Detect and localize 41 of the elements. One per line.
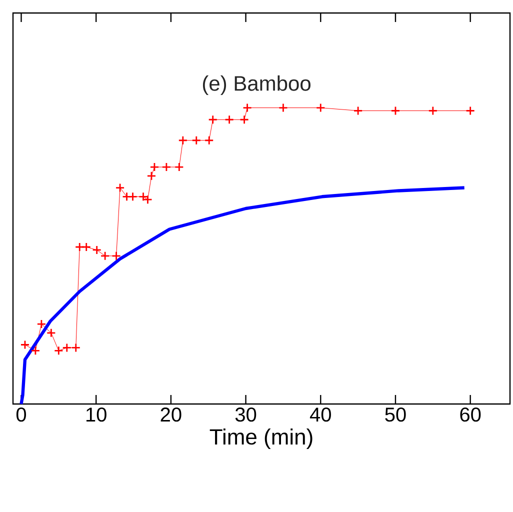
point xyxy=(20,340,30,350)
x-tick-label: 40 xyxy=(310,408,331,422)
point xyxy=(208,114,218,124)
point xyxy=(242,103,252,112)
point xyxy=(74,242,84,252)
point xyxy=(36,319,46,329)
point xyxy=(466,106,476,116)
point xyxy=(62,343,72,352)
point xyxy=(174,162,184,172)
x-tick-label: 0 xyxy=(16,408,26,422)
point xyxy=(122,192,132,202)
point xyxy=(115,183,125,192)
point xyxy=(224,114,234,124)
point xyxy=(390,106,400,116)
x-tick-label: 20 xyxy=(160,408,182,422)
point xyxy=(150,162,160,172)
point xyxy=(353,106,363,116)
chart-title: (e) Bamboo xyxy=(202,75,310,95)
point xyxy=(46,328,56,338)
point xyxy=(71,343,81,352)
point xyxy=(178,136,188,146)
point xyxy=(316,103,326,112)
point xyxy=(192,136,202,146)
point xyxy=(428,106,438,116)
x-axis-title: Time (min) xyxy=(210,428,312,450)
point xyxy=(128,192,138,202)
point xyxy=(82,242,92,252)
x-tick-label: 60 xyxy=(460,408,481,422)
point xyxy=(278,103,288,112)
point xyxy=(30,346,40,356)
point xyxy=(92,245,102,255)
point xyxy=(112,251,121,261)
x-tick-label: 30 xyxy=(235,408,256,422)
x-tick-label: 10 xyxy=(86,408,106,422)
x-tick-label: 50 xyxy=(385,408,406,422)
point xyxy=(100,251,110,261)
point xyxy=(204,136,214,146)
point xyxy=(146,171,156,181)
point xyxy=(54,346,64,356)
point xyxy=(162,162,172,172)
point xyxy=(240,114,249,124)
